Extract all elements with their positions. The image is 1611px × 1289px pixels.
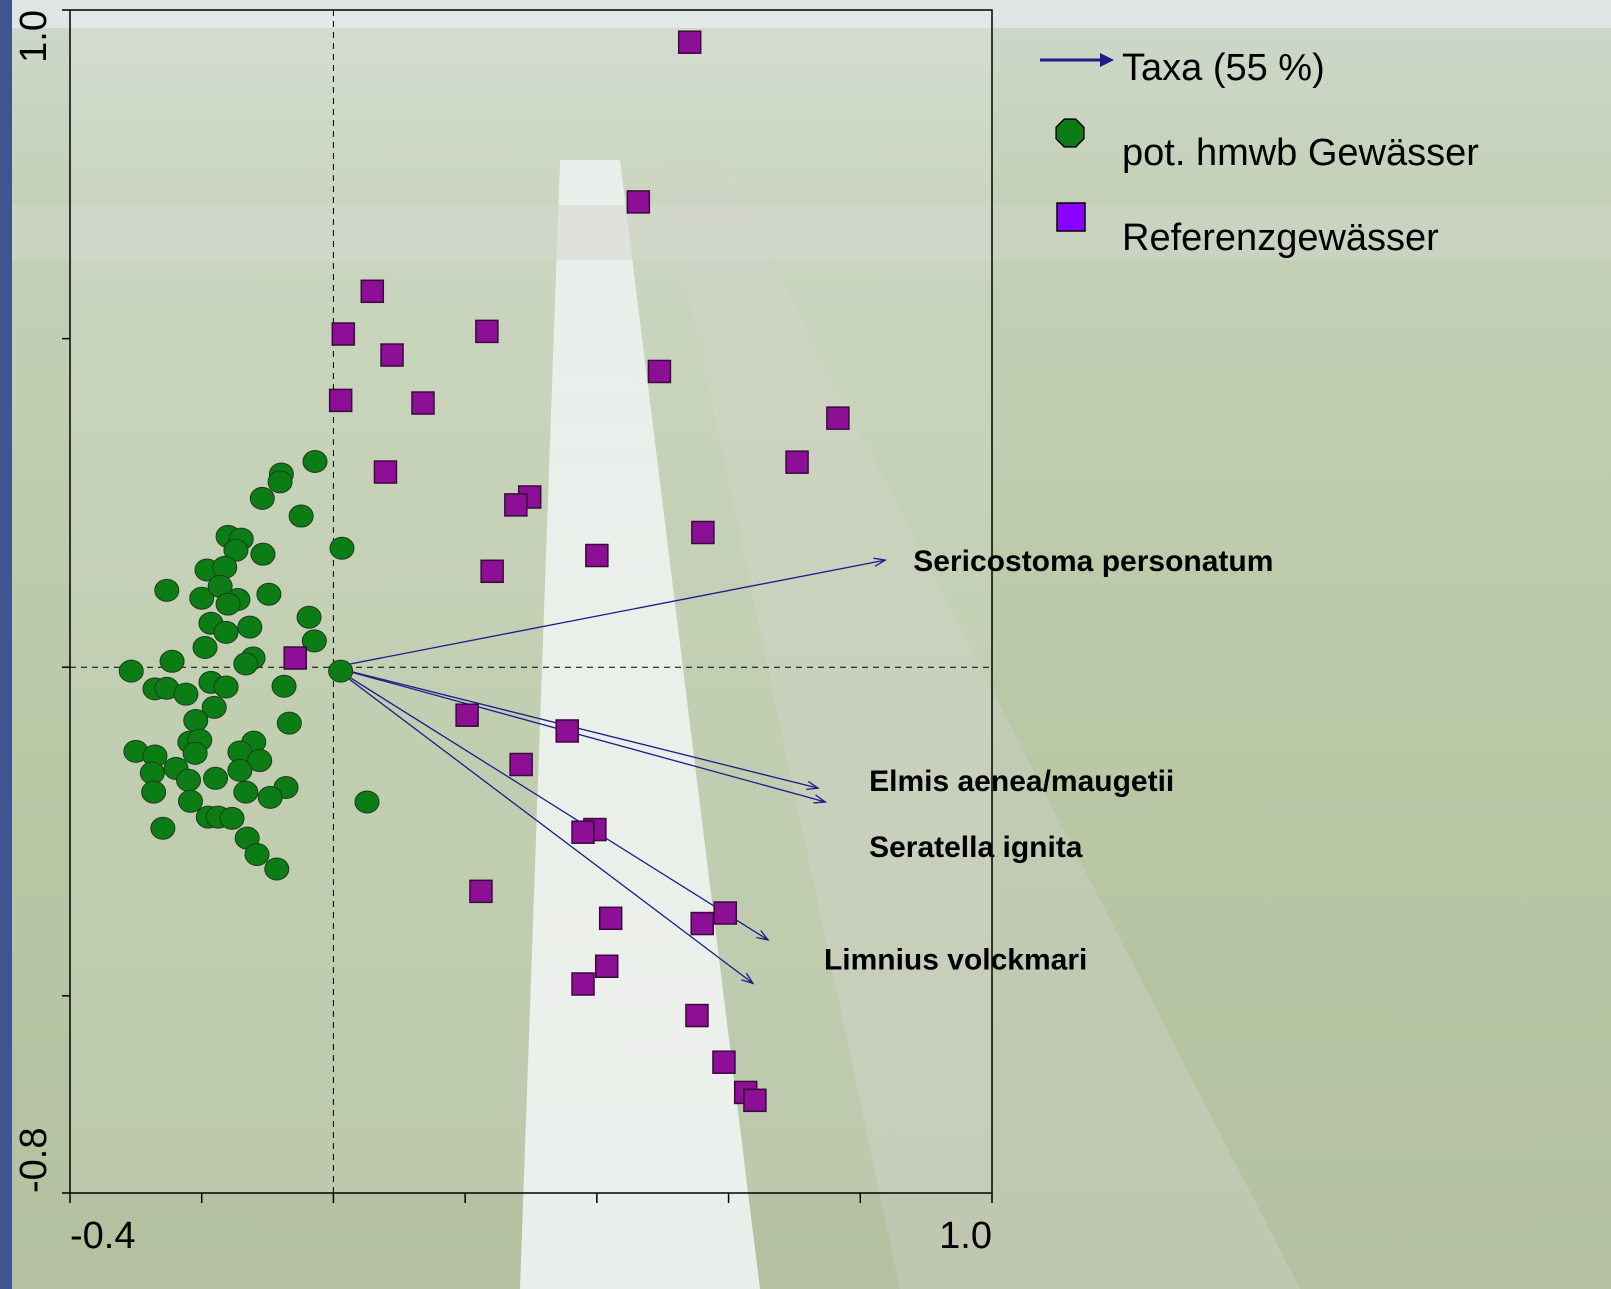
left-strip: [0, 0, 12, 1289]
taxon-label: Limnius volckmari: [824, 943, 1087, 976]
y-tick-label: -0.8: [13, 1128, 55, 1193]
point-circle: [355, 791, 379, 813]
x-tick-label: -0.4: [70, 1215, 135, 1257]
point-square: [456, 704, 478, 726]
point-square: [648, 360, 670, 382]
chart: -0.4 1.0 -0.8 1.0 Sericostoma personatum Elmi…: [0, 0, 1611, 1289]
point-circle: [193, 637, 217, 659]
point-square: [627, 191, 649, 213]
point-circle: [228, 759, 252, 781]
point-square: [361, 280, 383, 302]
point-square: [679, 31, 701, 53]
point-circle: [329, 660, 353, 682]
x-tick-label: 1.0: [939, 1215, 992, 1257]
point-circle: [250, 487, 274, 509]
point-circle: [177, 769, 201, 791]
point-circle: [265, 858, 289, 880]
point-circle: [216, 593, 240, 615]
point-circle: [303, 451, 327, 473]
point-circle: [174, 683, 198, 705]
point-circle: [119, 660, 143, 682]
point-circle: [234, 653, 258, 675]
point-square: [572, 973, 594, 995]
point-circle: [220, 807, 244, 829]
point-circle: [289, 505, 313, 527]
point-square: [600, 907, 622, 929]
point-square: [412, 392, 434, 414]
point-circle: [277, 712, 301, 734]
point-square: [692, 521, 714, 543]
point-square: [330, 389, 352, 411]
point-square: [470, 880, 492, 902]
y-tick-label: 1.0: [13, 10, 55, 63]
legend-label: Taxa (55 %): [1122, 47, 1325, 89]
point-square: [481, 560, 503, 582]
taxon-label: Sericostoma personatum: [913, 545, 1273, 578]
point-circle: [160, 650, 184, 672]
point-square: [510, 753, 532, 775]
point-square: [476, 320, 498, 342]
point-circle: [272, 675, 296, 697]
point-circle: [234, 781, 258, 803]
point-circle: [214, 676, 238, 698]
point-circle: [297, 606, 321, 628]
point-square: [572, 821, 594, 843]
point-circle: [330, 537, 354, 559]
point-circle: [204, 767, 228, 789]
taxon-label: Seratella ignita: [869, 831, 1083, 864]
point-circle: [179, 790, 203, 812]
point-circle: [245, 844, 269, 866]
point-circle: [258, 786, 282, 808]
taxon-label: Elmis aenea/maugetii: [869, 765, 1174, 798]
legend-marker: [1056, 119, 1084, 147]
point-circle: [183, 742, 207, 764]
point-square: [332, 323, 354, 345]
point-square: [786, 451, 808, 473]
point-square: [596, 955, 618, 977]
point-square: [714, 902, 736, 924]
point-circle: [214, 621, 238, 643]
point-square: [374, 461, 396, 483]
point-square: [827, 407, 849, 429]
point-circle: [184, 709, 208, 731]
point-square: [381, 344, 403, 366]
legend-marker: [1057, 203, 1085, 231]
point-square: [686, 1005, 708, 1027]
point-circle: [213, 556, 237, 578]
point-square: [586, 544, 608, 566]
point-square: [284, 647, 306, 669]
page: -0.4 1.0 -0.8 1.0 Sericostoma personatum Elmi…: [0, 0, 1611, 1289]
point-square: [744, 1089, 766, 1111]
point-circle: [268, 471, 292, 493]
point-square: [556, 720, 578, 742]
legend-label: pot. hmwb Gewässer: [1122, 132, 1479, 174]
point-circle: [155, 579, 179, 601]
point-circle: [238, 616, 262, 638]
point-circle: [142, 781, 166, 803]
legend-label: Referenzgewässer: [1122, 217, 1439, 259]
point-circle: [151, 817, 175, 839]
point-square: [691, 913, 713, 935]
point-circle: [251, 543, 275, 565]
point-square: [505, 494, 527, 516]
point-square: [713, 1051, 735, 1073]
point-circle: [257, 583, 281, 605]
